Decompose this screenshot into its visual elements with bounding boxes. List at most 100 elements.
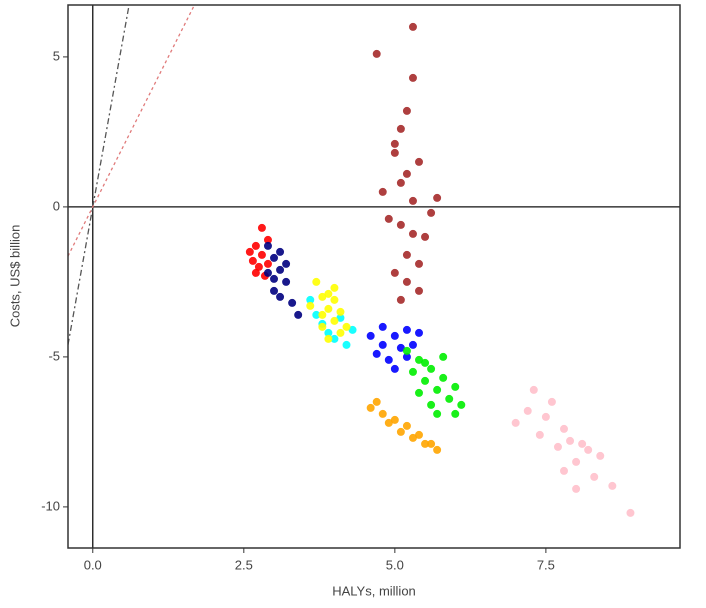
- scatter-point: [541, 412, 550, 421]
- scatter-point: [263, 268, 272, 277]
- scatter-point: [626, 508, 635, 517]
- scatter-point: [408, 229, 417, 238]
- scatter-point: [282, 259, 291, 268]
- scatter-point: [427, 208, 436, 217]
- scatter-point: [415, 388, 424, 397]
- scatter-point: [415, 430, 424, 439]
- scatter-point: [402, 346, 411, 355]
- scatter-point: [330, 283, 339, 292]
- scatter-point: [248, 256, 257, 265]
- scatter-point: [324, 304, 333, 313]
- scatter-point: [366, 331, 375, 340]
- scatter-point: [421, 232, 430, 241]
- scatter-point: [390, 415, 399, 424]
- scatter-point: [421, 439, 430, 448]
- scatter-point: [324, 289, 333, 298]
- scatter-point: [433, 385, 442, 394]
- scatter-point: [348, 325, 357, 334]
- x-tick-label: 5.0: [386, 557, 404, 572]
- scatter-point: [408, 367, 417, 376]
- scatter-point: [263, 235, 272, 244]
- scatter-point: [572, 457, 581, 466]
- scatter-point: [402, 106, 411, 115]
- x-axis-label: HALYs, million: [332, 583, 416, 598]
- scatter-point: [457, 400, 466, 409]
- scatter-point: [270, 286, 279, 295]
- scatter-point: [251, 268, 260, 277]
- scatter-point: [584, 445, 593, 454]
- scatter-point: [415, 355, 424, 364]
- scatter-point: [439, 352, 448, 361]
- scatter-point: [276, 265, 285, 274]
- scatter-point: [342, 322, 351, 331]
- scatter-point: [535, 430, 544, 439]
- y-tick-label: -10: [41, 498, 60, 513]
- scatter-point: [390, 148, 399, 157]
- scatter-point: [276, 292, 285, 301]
- scatter-point: [306, 295, 315, 304]
- scatter-point: [529, 385, 538, 394]
- plot-frame: [67, 4, 681, 549]
- scatter-point: [511, 418, 520, 427]
- scatter-point: [608, 481, 617, 490]
- scatter-point: [590, 472, 599, 481]
- plot-area: [68, 5, 680, 548]
- scatter-point: [276, 247, 285, 256]
- scatter-point: [415, 328, 424, 337]
- scatter-point: [390, 364, 399, 373]
- scatter-point: [396, 178, 405, 187]
- scatter-point: [408, 433, 417, 442]
- scatter-point: [366, 403, 375, 412]
- scatter-point: [378, 187, 387, 196]
- scatter-point: [433, 193, 442, 202]
- scatter-point: [396, 124, 405, 133]
- scatter-point: [254, 262, 263, 271]
- scatter-point: [402, 352, 411, 361]
- scatter-point: [384, 214, 393, 223]
- scatter-point: [330, 316, 339, 325]
- scatter-point: [553, 442, 562, 451]
- scatter-point: [451, 409, 460, 418]
- scatter-point: [421, 376, 430, 385]
- x-tick-label: 7.5: [537, 557, 555, 572]
- scatter-point: [427, 439, 436, 448]
- scatter-point: [402, 277, 411, 286]
- scatter-point: [396, 343, 405, 352]
- scatter-point: [324, 328, 333, 337]
- scatter-point: [372, 349, 381, 358]
- scatter-point: [396, 220, 405, 229]
- scatter-point: [384, 355, 393, 364]
- scatter-point: [596, 451, 605, 460]
- scatter-point: [330, 334, 339, 343]
- scatter-point: [445, 394, 454, 403]
- scatter-point: [560, 424, 569, 433]
- scatter-point: [433, 409, 442, 418]
- scatter-point: [318, 310, 327, 319]
- scatter-point: [330, 295, 339, 304]
- scatter-point: [451, 382, 460, 391]
- scatter-point: [263, 241, 272, 250]
- scatter-point: [372, 49, 381, 58]
- scatter-point: [572, 484, 581, 493]
- x-tick-label: 2.5: [235, 557, 253, 572]
- y-tick-label: -5: [48, 348, 60, 363]
- scatter-point: [378, 322, 387, 331]
- scatter-point: [245, 247, 254, 256]
- scatter-point: [402, 169, 411, 178]
- scatter-point: [288, 298, 297, 307]
- scatter-point: [547, 397, 556, 406]
- scatter-point: [318, 322, 327, 331]
- y-tick-label: 0: [53, 198, 60, 213]
- scatter-point: [390, 331, 399, 340]
- scatter-point: [408, 22, 417, 31]
- scatter-point: [390, 268, 399, 277]
- scatter-point: [408, 340, 417, 349]
- scatter-point: [270, 274, 279, 283]
- y-tick-label: 5: [53, 48, 60, 63]
- scatter-point: [396, 295, 405, 304]
- scatter-point: [415, 157, 424, 166]
- scatter-point: [257, 250, 266, 259]
- scatter-point: [318, 292, 327, 301]
- scatter-point: [421, 358, 430, 367]
